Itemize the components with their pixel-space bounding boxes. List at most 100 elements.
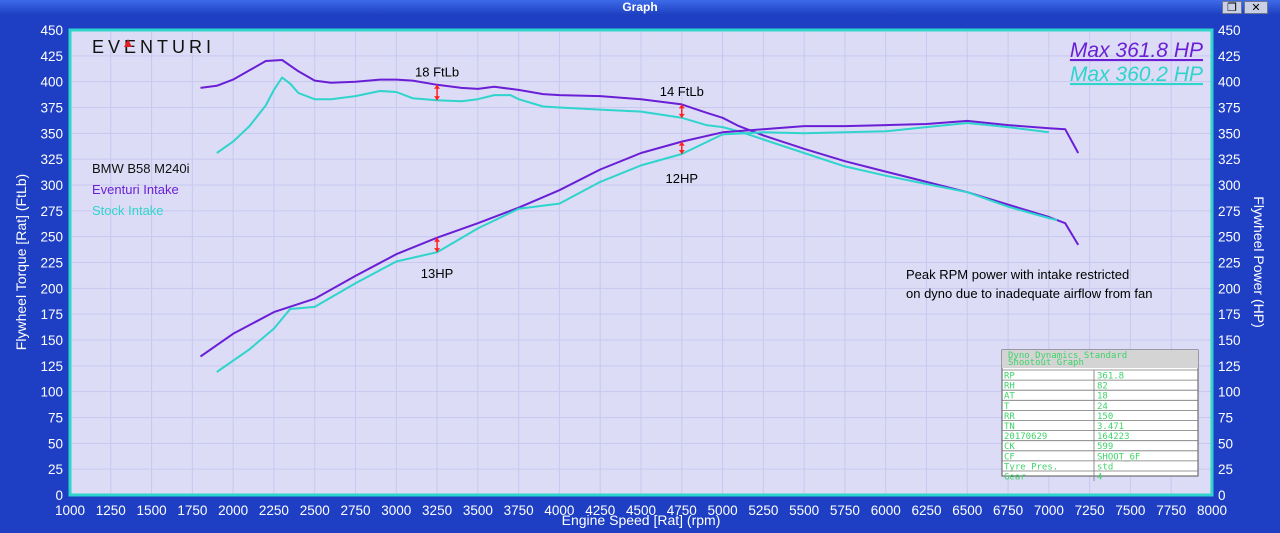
delta-marker	[434, 84, 441, 101]
x-tick-label: 2000	[218, 503, 248, 518]
x-tick-label: 3250	[422, 503, 452, 518]
plot-border	[68, 28, 1214, 497]
x-tick-label: 1250	[96, 503, 126, 518]
info-table-key: Gear	[1004, 473, 1026, 483]
y-tick-label-right: 175	[1218, 307, 1241, 322]
y-tick-label-left: 50	[48, 436, 63, 451]
y-tick-label-left: 200	[40, 281, 63, 296]
annotation-label: 18 FtLb	[415, 65, 459, 80]
y-tick-label-right: 425	[1218, 49, 1241, 64]
series-lines	[199, 59, 1080, 373]
y-tick-label-left: 125	[40, 359, 63, 374]
y-tick-label-left: 250	[40, 230, 63, 245]
info-table-key: Tyre Pres.	[1004, 462, 1058, 472]
y-tick-label-left: 150	[40, 333, 63, 348]
info-table-key: CF	[1004, 452, 1015, 462]
y-axis-left-title: Flywheel Torque [Rat] (FtLb)	[13, 174, 29, 350]
legend-eventuri: Eventuri Intake	[92, 182, 179, 197]
y-tick-label-right: 200	[1218, 281, 1241, 296]
delta-marker	[434, 237, 441, 253]
x-tick-label: 5500	[789, 503, 819, 518]
y-tick-label-left: 100	[40, 385, 63, 400]
info-table-value: 4	[1097, 473, 1102, 483]
y-tick-label-right: 350	[1218, 126, 1241, 141]
x-tick-label: 3750	[504, 503, 534, 518]
info-table-value: 24	[1097, 402, 1108, 412]
window-title: Graph	[622, 0, 658, 14]
x-tick-label: 8000	[1197, 503, 1227, 518]
info-table-key: AT	[1004, 392, 1015, 402]
y-tick-label-left: 300	[40, 178, 63, 193]
y-tick-label-right: 0	[1218, 488, 1226, 503]
y-tick-label-right: 50	[1218, 436, 1233, 451]
y-tick-label-left: 350	[40, 126, 63, 141]
x-axis-title: Engine Speed [Rat] (rpm)	[562, 512, 721, 528]
x-tick-label: 4750	[667, 503, 697, 518]
x-tick-label: 5250	[748, 503, 778, 518]
x-tick-label: 2250	[259, 503, 289, 518]
x-tick-label: 2750	[340, 503, 370, 518]
eventuri-logo: EVENTURI	[92, 37, 211, 57]
info-table-key: RR	[1004, 412, 1015, 422]
x-tick-label: 1500	[137, 503, 167, 518]
delta-marker	[678, 104, 685, 118]
info-table-key: TN	[1004, 422, 1015, 432]
info-table-key: RP	[1004, 372, 1015, 382]
x-tick-label: 6250	[911, 503, 941, 518]
x-tick-label: 4250	[585, 503, 615, 518]
info-table-title: Shootout Graph	[1008, 358, 1084, 368]
legend-vehicle: BMW B58 M240i	[92, 161, 190, 176]
x-tick-label: 7500	[1115, 503, 1145, 518]
y-tick-label-right: 450	[1218, 23, 1241, 38]
info-table-key: 20170629	[1004, 432, 1047, 442]
info-table-value: SHOOT_6F	[1097, 452, 1140, 462]
info-table-value: 18	[1097, 392, 1108, 402]
x-tick-label: 1000	[55, 503, 85, 518]
y-tick-label-right: 275	[1218, 204, 1241, 219]
x-tick-label: 3500	[463, 503, 493, 518]
x-tick-label: 6750	[993, 503, 1023, 518]
delta-markers	[434, 84, 685, 253]
info-table-title: Dyno Dynamics Standard	[1008, 351, 1127, 361]
info-table-value: 361.8	[1097, 372, 1124, 382]
x-tick-label: 4500	[626, 503, 656, 518]
note-line-2: on dyno due to inadequate airflow from f…	[906, 286, 1152, 301]
restore-icon[interactable]: ❐	[1222, 1, 1242, 14]
x-tick-label: 6500	[952, 503, 982, 518]
info-table-value: 164223	[1097, 432, 1130, 442]
info-table-key: CK	[1004, 442, 1015, 452]
x-tick-label: 2500	[300, 503, 330, 518]
info-table-key: T	[1004, 402, 1010, 412]
delta-marker	[678, 141, 685, 154]
annotations: 18 FtLb 14 FtLb 12HP 13HP	[415, 65, 704, 282]
y-tick-label-right: 25	[1218, 462, 1233, 477]
x-tick-label: 7250	[1075, 503, 1105, 518]
x-tick-label: 3000	[381, 503, 411, 518]
info-table-key: RH	[1004, 382, 1015, 392]
y-tick-label-left: 450	[40, 23, 63, 38]
y-tick-label-right: 225	[1218, 256, 1241, 271]
y-axis-right-title: Flywheel Power (HP)	[1251, 196, 1267, 327]
y-tick-label-left: 425	[40, 49, 63, 64]
note-line-1: Peak RPM power with intake restricted	[906, 267, 1129, 282]
x-tick-label: 5000	[708, 503, 738, 518]
y-tick-label-right: 75	[1218, 411, 1233, 426]
info-table-value: std	[1097, 462, 1113, 472]
close-icon[interactable]: ✕	[1244, 1, 1268, 14]
series-power-stock	[216, 122, 1050, 373]
x-tick-label: 6000	[871, 503, 901, 518]
annotation-label: 13HP	[421, 266, 454, 281]
info-table-value: 150	[1097, 412, 1113, 422]
tick-labels: 1000 1250 1500 1750 2000 2250 2500 2750 3000 3250…	[40, 23, 1240, 518]
y-tick-label-right: 150	[1218, 333, 1241, 348]
annotation-label: 12HP	[666, 171, 699, 186]
y-tick-label-left: 400	[40, 75, 63, 90]
y-tick-label-left: 175	[40, 307, 63, 322]
y-tick-label-left: 25	[48, 462, 63, 477]
y-tick-label-right: 325	[1218, 152, 1241, 167]
legend-stock: Stock Intake	[92, 203, 164, 218]
x-tick-label: 5750	[830, 503, 860, 518]
y-tick-label-left: 75	[48, 411, 63, 426]
